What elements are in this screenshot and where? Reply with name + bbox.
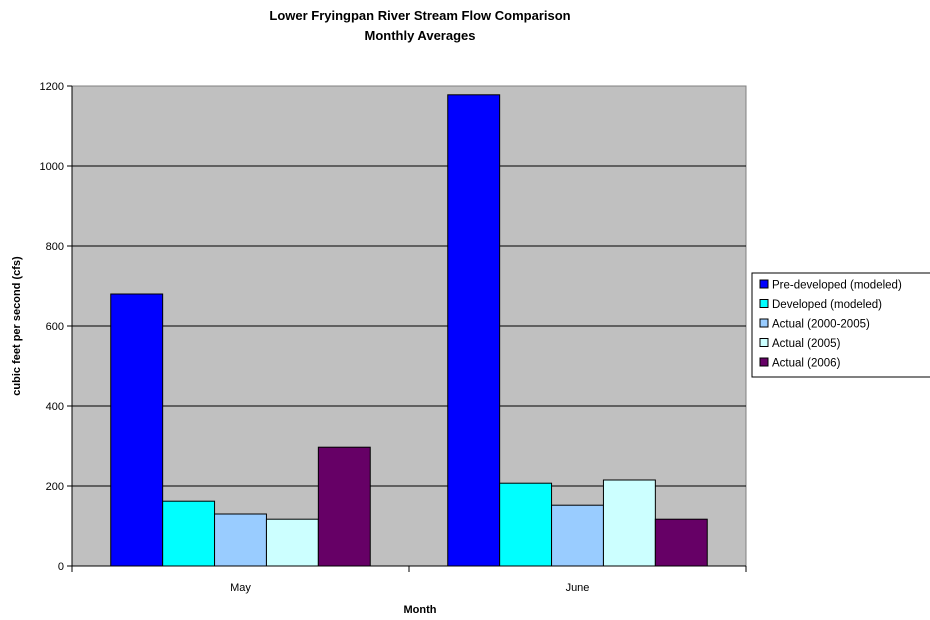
bar <box>214 513 267 567</box>
y-tick-label: 600 <box>46 321 64 333</box>
bar <box>499 482 553 567</box>
bar <box>265 518 319 567</box>
bar <box>551 504 604 567</box>
legend-swatch <box>759 299 769 308</box>
legend-swatch <box>759 357 769 367</box>
chart-subtitle: Monthly Averages <box>364 28 475 43</box>
bar <box>162 500 216 567</box>
y-tick-label: 400 <box>46 401 64 413</box>
legend-swatch <box>759 279 769 289</box>
y-tick-label: 0 <box>58 561 64 573</box>
x-tick-label: June <box>566 582 590 594</box>
legend-box <box>751 272 930 378</box>
x-tick-label: May <box>230 582 251 594</box>
legend-swatch <box>759 318 769 328</box>
legend-label: Actual (2006) <box>772 358 841 370</box>
bar <box>447 94 501 567</box>
bar <box>110 293 164 567</box>
legend-label: Actual (2005) <box>772 338 841 350</box>
x-axis: May June <box>71 565 747 594</box>
y-axis-title: cubic feet per second (cfs) <box>11 256 23 396</box>
legend: Pre-developed (modeled) Developed (modele… <box>751 272 930 378</box>
legend-label: Developed (modeled) <box>772 299 882 311</box>
bar <box>654 518 708 567</box>
chart-title: Lower Fryingpan River Stream Flow Compar… <box>269 8 570 23</box>
legend-label: Actual (2000-2005) <box>772 319 870 331</box>
bar <box>317 446 371 567</box>
bar <box>602 479 656 567</box>
y-tick-label: 1000 <box>40 161 64 173</box>
x-axis-title: Month <box>404 604 437 616</box>
legend-swatch <box>759 338 769 347</box>
y-tick-label: 1200 <box>40 81 64 93</box>
y-tick-label: 800 <box>46 241 64 253</box>
y-axis: 0 200 400 600 800 1000 1200 <box>40 81 73 573</box>
bars <box>110 94 708 567</box>
legend-label: Pre-developed (modeled) <box>772 280 902 292</box>
y-tick-label: 200 <box>46 481 64 493</box>
